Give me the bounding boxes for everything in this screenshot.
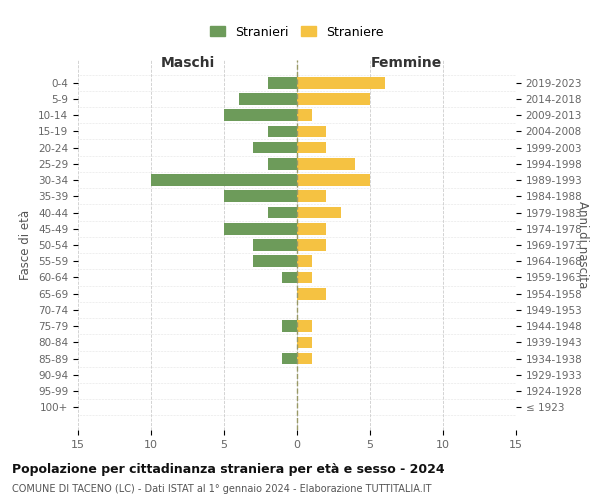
Y-axis label: Fasce di età: Fasce di età	[19, 210, 32, 280]
Bar	[297, 77, 385, 88]
Bar	[283, 353, 297, 364]
Bar	[268, 158, 297, 170]
Bar	[297, 174, 370, 186]
Bar	[297, 353, 311, 364]
Bar	[297, 158, 355, 170]
Bar	[268, 206, 297, 218]
Bar	[297, 206, 341, 218]
Bar	[253, 142, 297, 154]
Bar	[224, 223, 297, 234]
Bar	[297, 223, 326, 234]
Bar	[297, 142, 326, 154]
Y-axis label: Anni di nascita: Anni di nascita	[577, 202, 589, 288]
Text: COMUNE DI TACENO (LC) - Dati ISTAT al 1° gennaio 2024 - Elaborazione TUTTITALIA.: COMUNE DI TACENO (LC) - Dati ISTAT al 1°…	[12, 484, 431, 494]
Bar	[297, 239, 326, 251]
Bar	[253, 256, 297, 267]
Text: Femmine: Femmine	[371, 56, 442, 70]
Bar	[297, 190, 326, 202]
Bar	[239, 93, 297, 104]
Bar	[283, 272, 297, 283]
Legend: Stranieri, Straniere: Stranieri, Straniere	[206, 22, 388, 42]
Bar	[297, 272, 311, 283]
Bar	[297, 93, 370, 104]
Bar	[151, 174, 297, 186]
Bar	[297, 256, 311, 267]
Bar	[297, 320, 311, 332]
Text: Popolazione per cittadinanza straniera per età e sesso - 2024: Popolazione per cittadinanza straniera p…	[12, 462, 445, 475]
Bar	[297, 126, 326, 137]
Bar	[224, 110, 297, 121]
Bar	[297, 336, 311, 348]
Bar	[268, 126, 297, 137]
Bar	[268, 77, 297, 88]
Text: Maschi: Maschi	[160, 56, 215, 70]
Bar	[224, 190, 297, 202]
Bar	[253, 239, 297, 251]
Bar	[283, 320, 297, 332]
Bar	[297, 288, 326, 300]
Bar	[297, 110, 311, 121]
